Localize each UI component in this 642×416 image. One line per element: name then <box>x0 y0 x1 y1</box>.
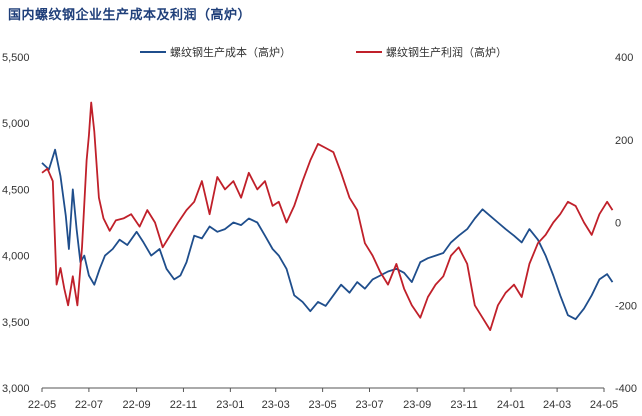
right-tick-label: -400 <box>615 383 637 395</box>
x-axis-ticks: 22-05 22-07 22-09 22-11 23-01 23-03 23-05 23-07… <box>28 388 618 411</box>
right-axis-ticks: -400 -200 0 200 400 <box>615 52 637 395</box>
right-tick-label: 0 <box>615 218 621 230</box>
x-tick-label: 24-01 <box>497 399 525 411</box>
x-tick-label: 23-05 <box>309 399 337 411</box>
left-tick-label: 3,500 <box>2 317 30 329</box>
legend: 螺纹钢生产成本（高炉） 螺纹钢生产利润（高炉） <box>140 45 507 59</box>
left-tick-label: 4,500 <box>2 184 30 196</box>
right-tick-label: 200 <box>615 135 633 147</box>
cost-series-line <box>41 148 614 321</box>
right-tick-label: -200 <box>615 300 637 312</box>
left-tick-label: 3,000 <box>2 383 30 395</box>
x-tick-label: 23-07 <box>355 399 383 411</box>
x-tick-label: 22-07 <box>75 399 103 411</box>
x-tick-label: 22-11 <box>170 399 197 411</box>
x-tick-label: 23-01 <box>216 399 244 411</box>
right-tick-label: 400 <box>615 52 633 64</box>
x-tick-label: 24-03 <box>543 399 571 411</box>
series-layer <box>41 101 614 332</box>
left-axis-ticks: 3,000 3,500 4,000 4,500 5,000 5,500 <box>2 52 30 395</box>
x-tick-label: 23-09 <box>403 399 431 411</box>
left-tick-label: 5,000 <box>2 118 30 130</box>
x-tick-label: 24-05 <box>590 399 618 411</box>
x-tick-label: 22-09 <box>122 399 150 411</box>
legend-cost-label: 螺纹钢生产成本（高炉） <box>170 45 291 59</box>
chart-title: 国内螺纹钢企业生产成本及利润（高炉） <box>8 8 252 23</box>
left-tick-label: 5,500 <box>2 52 30 64</box>
x-tick-label: 22-05 <box>28 399 56 411</box>
legend-profit-label: 螺纹钢生产利润（高炉） <box>386 45 507 59</box>
x-tick-label: 23-11 <box>450 399 477 411</box>
profit-series-line <box>41 101 614 332</box>
x-tick-label: 23-03 <box>262 399 290 411</box>
left-tick-label: 4,000 <box>2 251 30 263</box>
